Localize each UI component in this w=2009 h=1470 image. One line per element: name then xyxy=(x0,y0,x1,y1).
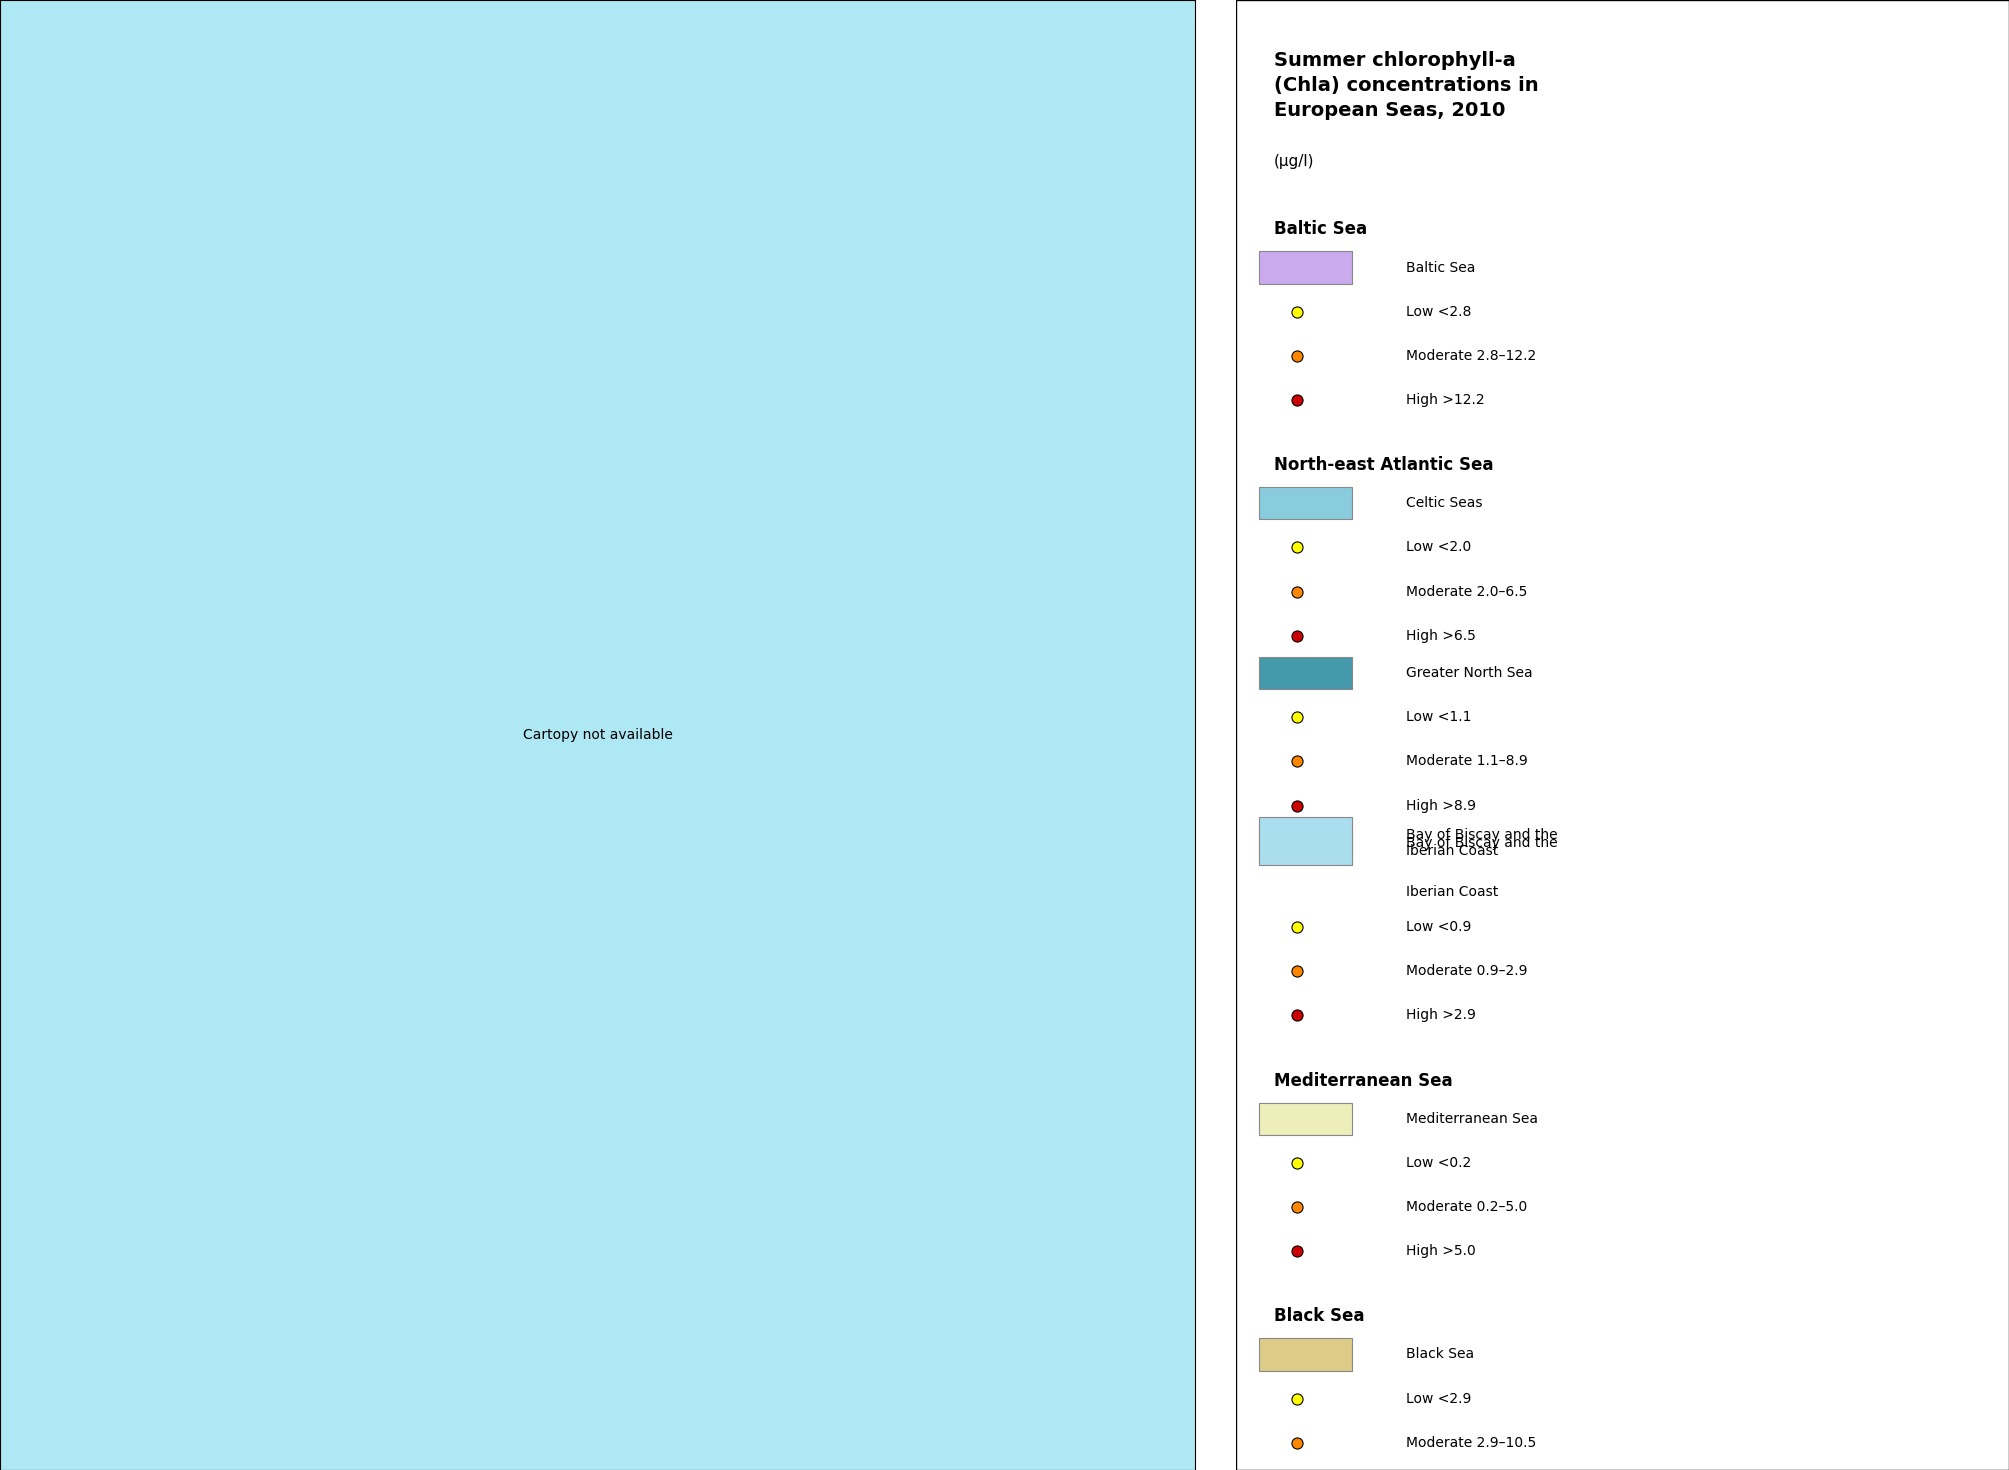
Text: Moderate 2.9–10.5: Moderate 2.9–10.5 xyxy=(1406,1436,1537,1449)
Text: Low <0.9: Low <0.9 xyxy=(1406,920,1471,933)
Text: Moderate 2.8–12.2: Moderate 2.8–12.2 xyxy=(1406,348,1537,363)
Text: High >5.0: High >5.0 xyxy=(1406,1244,1475,1258)
Text: Greater North Sea: Greater North Sea xyxy=(1406,666,1533,681)
Text: Moderate 1.1–8.9: Moderate 1.1–8.9 xyxy=(1406,754,1527,769)
Text: Low <2.0: Low <2.0 xyxy=(1406,541,1471,554)
FancyBboxPatch shape xyxy=(1260,657,1352,689)
Text: High >6.5: High >6.5 xyxy=(1406,629,1475,642)
Text: Summer chlorophyll-a
(Chla) concentrations in
European Seas, 2010: Summer chlorophyll-a (Chla) concentratio… xyxy=(1274,51,1539,121)
FancyBboxPatch shape xyxy=(1260,1338,1352,1370)
FancyBboxPatch shape xyxy=(1236,0,2009,1470)
FancyBboxPatch shape xyxy=(1260,1102,1352,1135)
Text: Black Sea: Black Sea xyxy=(1274,1307,1364,1326)
Text: Low <2.9: Low <2.9 xyxy=(1406,1392,1471,1405)
Text: Baltic Sea: Baltic Sea xyxy=(1406,260,1475,275)
Text: High >8.9: High >8.9 xyxy=(1406,798,1477,813)
Text: Mediterranean Sea: Mediterranean Sea xyxy=(1274,1072,1453,1089)
Text: Cartopy not available: Cartopy not available xyxy=(522,728,673,742)
FancyBboxPatch shape xyxy=(1260,487,1352,519)
Text: Baltic Sea: Baltic Sea xyxy=(1274,220,1368,238)
Text: Black Sea: Black Sea xyxy=(1406,1348,1475,1361)
Text: High >2.9: High >2.9 xyxy=(1406,1008,1475,1022)
Text: Low <1.1: Low <1.1 xyxy=(1406,710,1471,725)
Text: Moderate 0.2–5.0: Moderate 0.2–5.0 xyxy=(1406,1200,1527,1214)
Text: Moderate 2.0–6.5: Moderate 2.0–6.5 xyxy=(1406,585,1527,598)
Text: Low <2.8: Low <2.8 xyxy=(1406,304,1471,319)
Text: (μg/l): (μg/l) xyxy=(1274,154,1314,169)
Text: Mediterranean Sea: Mediterranean Sea xyxy=(1406,1111,1537,1126)
Text: Iberian Coast: Iberian Coast xyxy=(1406,885,1499,898)
Text: North-east Atlantic Sea: North-east Atlantic Sea xyxy=(1274,456,1495,475)
FancyBboxPatch shape xyxy=(1260,251,1352,284)
Text: Moderate 0.9–2.9: Moderate 0.9–2.9 xyxy=(1406,964,1527,978)
Text: Bay of Biscay and the: Bay of Biscay and the xyxy=(1406,836,1557,850)
FancyBboxPatch shape xyxy=(1260,828,1352,860)
FancyBboxPatch shape xyxy=(1260,817,1352,866)
Text: High >12.2: High >12.2 xyxy=(1406,392,1485,407)
Text: Low <0.2: Low <0.2 xyxy=(1406,1155,1471,1170)
Text: Bay of Biscay and the
Iberian Coast: Bay of Biscay and the Iberian Coast xyxy=(1406,828,1557,858)
Text: Celtic Seas: Celtic Seas xyxy=(1406,497,1483,510)
